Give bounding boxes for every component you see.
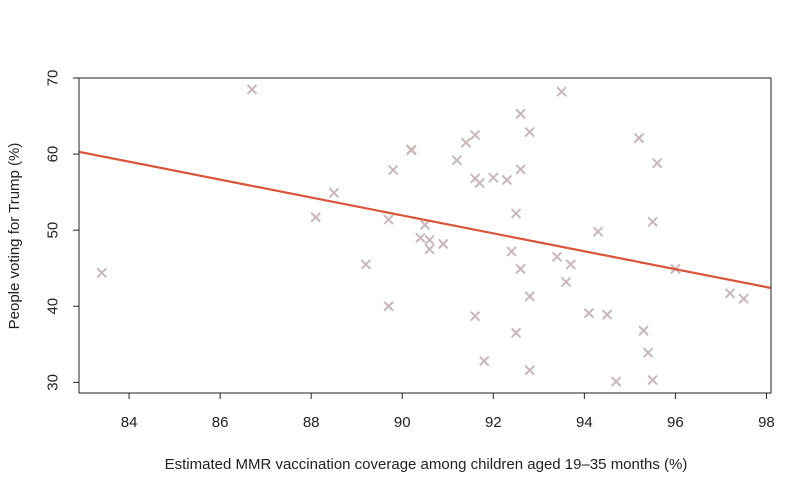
- data-point: [451, 154, 463, 166]
- data-point: [524, 364, 535, 376]
- data-point: [506, 246, 517, 257]
- data-point: [583, 307, 595, 319]
- data-point: [469, 310, 481, 322]
- data-point: [515, 263, 526, 275]
- data-point: [524, 291, 535, 302]
- data-point: [510, 327, 522, 339]
- data-point: [96, 267, 107, 278]
- data-point: [438, 238, 449, 250]
- x-axis-title: Estimated MMR vaccination coverage among…: [165, 456, 688, 473]
- data-point: [406, 145, 417, 156]
- x-tick-label: 86: [212, 414, 229, 431]
- x-tick-label: 88: [303, 414, 320, 431]
- data-point: [647, 216, 658, 228]
- data-point: [738, 293, 749, 304]
- data-point: [647, 374, 658, 386]
- y-tick-label: 70: [45, 70, 62, 87]
- data-point: [515, 108, 526, 119]
- y-tick-label: 50: [45, 222, 62, 239]
- y-tick-label: 40: [45, 298, 62, 315]
- data-point: [383, 301, 394, 312]
- data-point: [651, 158, 663, 169]
- data-point: [611, 376, 622, 387]
- regression-line: [78, 150, 772, 290]
- data-point: [638, 325, 649, 336]
- data-point: [478, 355, 490, 367]
- x-tick-label: 90: [394, 414, 411, 431]
- data-point: [601, 309, 613, 320]
- x-tick-label: 92: [485, 414, 502, 431]
- data-point: [474, 177, 485, 189]
- data-point: [419, 219, 431, 231]
- data-point: [642, 347, 654, 358]
- data-point: [387, 164, 399, 176]
- data-point: [328, 187, 340, 199]
- data-point: [510, 208, 522, 219]
- y-axis-title: People voting for Trump (%): [6, 143, 23, 330]
- plot-frame: [78, 77, 772, 394]
- data-point: [633, 132, 645, 144]
- data-point: [424, 243, 435, 255]
- data-point: [310, 212, 321, 223]
- y-axis-ticks: 30 40 50 60 70: [45, 70, 79, 391]
- data-point: [556, 86, 567, 97]
- data-point: [524, 126, 535, 138]
- data-point: [424, 234, 435, 246]
- data-point: [592, 226, 604, 237]
- data-point: [415, 232, 426, 243]
- data-point: [551, 251, 563, 263]
- data-point: [565, 259, 576, 270]
- data-point: [488, 172, 499, 183]
- data-point: [560, 276, 572, 288]
- data-point: [383, 214, 394, 225]
- data-point: [360, 259, 372, 270]
- x-tick-label: 94: [576, 414, 593, 431]
- x-axis-ticks: 84 86 88 90 92 94 96 98: [121, 393, 775, 431]
- x-tick-label: 96: [667, 414, 684, 431]
- data-point: [515, 164, 526, 175]
- y-tick-label: 30: [45, 374, 62, 391]
- data-points: [96, 84, 749, 387]
- y-tick-label: 60: [45, 146, 62, 163]
- data-point: [501, 174, 513, 186]
- data-point: [460, 137, 472, 148]
- data-point: [469, 129, 481, 141]
- data-point: [246, 84, 258, 95]
- x-tick-label: 84: [121, 414, 138, 431]
- x-tick-label: 98: [758, 414, 775, 431]
- data-point: [724, 288, 736, 299]
